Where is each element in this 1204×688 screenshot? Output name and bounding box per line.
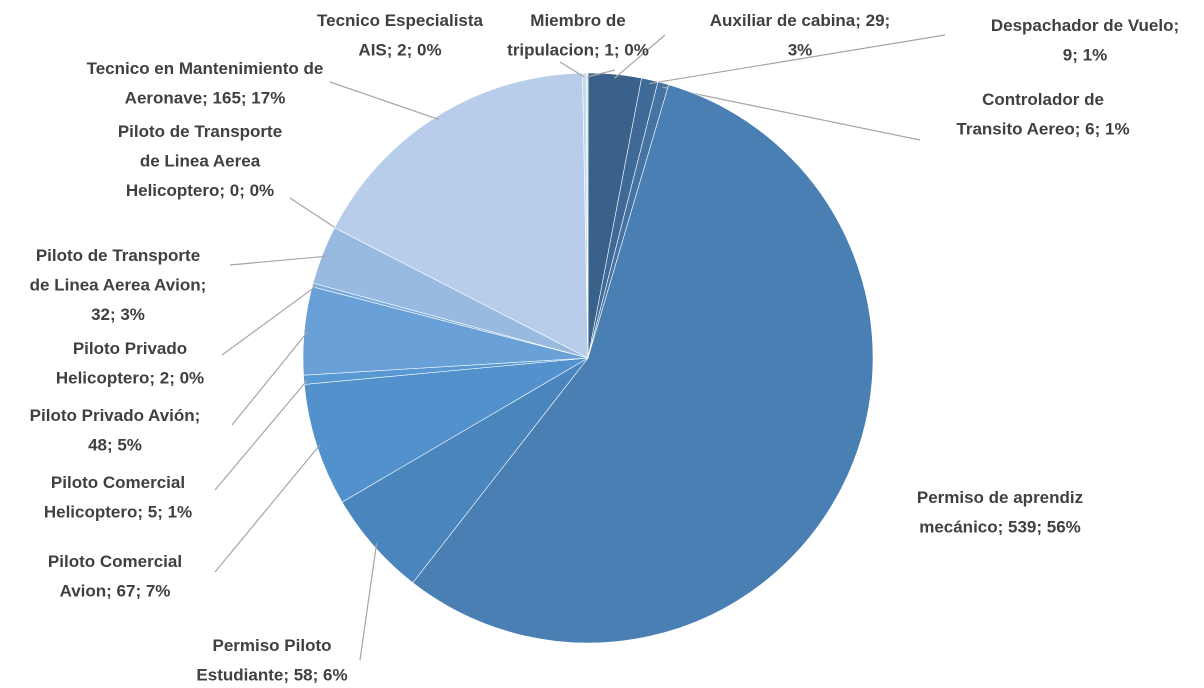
data-label-line: de Linea Aerea Avion;	[30, 276, 207, 295]
pie-slice	[303, 357, 589, 503]
data-label: Permiso Piloto Estudiante; 58; 6%	[196, 636, 347, 685]
pie-slice	[585, 72, 589, 359]
data-label: Piloto de Transporte de Linea Aerea Helico…	[118, 122, 282, 200]
data-label-line: 9; 1%	[1063, 46, 1107, 65]
data-label-line: tripulacion; 1; 0%	[507, 41, 649, 60]
data-label: Piloto Privado Helicoptero; 2; 0%	[56, 339, 204, 388]
data-label-line: Tecnico Especialista	[317, 11, 484, 30]
pie-slice	[334, 72, 589, 359]
data-label-line: AIS; 2; 0%	[358, 41, 441, 60]
data-label: Tecnico en Mantenimiento de Aeronave; 165…	[87, 59, 324, 108]
data-label: Piloto Comercial Avion; 67; 7%	[48, 552, 182, 601]
leader-line	[559, 61, 585, 78]
leader-line	[662, 86, 921, 141]
leader-line	[214, 379, 309, 491]
data-label-line: Piloto de Transporte	[36, 246, 200, 265]
data-label-line: de Linea Aerea	[140, 152, 261, 171]
data-label: Permiso de aprendiz mecánico; 539; 56%	[917, 488, 1083, 537]
data-label-line: Helicoptero; 5; 1%	[44, 503, 192, 522]
data-label-line: Piloto Privado	[73, 339, 187, 358]
leader-line	[221, 285, 317, 356]
data-label-line: Avion; 67; 7%	[60, 582, 171, 601]
data-label: Despachador de Vuelo; 9; 1%	[991, 16, 1179, 65]
data-label-line: 32; 3%	[91, 305, 145, 324]
leader-line	[231, 330, 309, 426]
data-label-line: Permiso Piloto	[212, 636, 331, 655]
data-label-line: Piloto Privado Avión;	[30, 406, 201, 425]
data-label-line: 48; 5%	[88, 436, 142, 455]
data-label-line: Piloto de Transporte	[118, 122, 282, 141]
data-label: Auxiliar de cabina; 29; 3%	[710, 11, 890, 60]
leader-line	[289, 197, 339, 231]
data-label-line: Permiso de aprendiz	[917, 488, 1083, 507]
data-label-line: Piloto Comercial	[51, 473, 185, 492]
data-label-line: Helicoptero; 2; 0%	[56, 369, 204, 388]
data-label-line: Miembro de	[530, 11, 625, 30]
data-label-line: Controlador de	[982, 90, 1104, 109]
data-label-line: Helicoptero; 0; 0%	[126, 181, 274, 200]
data-label: Controlador de Transito Aereo; 6; 1%	[956, 90, 1129, 139]
leader-line	[614, 34, 666, 79]
data-label-line: Auxiliar de cabina; 29;	[710, 11, 890, 30]
leader-line	[214, 443, 321, 573]
leader-line	[586, 69, 616, 78]
leader-line	[329, 81, 440, 121]
data-label-line: Tecnico en Mantenimiento de	[87, 59, 324, 78]
leader-line	[229, 255, 327, 266]
leader-line	[648, 34, 946, 85]
data-label-line: Piloto Comercial	[48, 552, 182, 571]
data-label-line: Aeronave; 165; 17%	[125, 89, 286, 108]
data-label: Piloto de Transporte de Linea Aerea Avion…	[30, 246, 207, 324]
data-label: Tecnico Especialista AIS; 2; 0%	[317, 11, 484, 60]
pie-slice	[412, 84, 874, 644]
data-label: Piloto Comercial Helicoptero; 5; 1%	[44, 473, 192, 522]
leader-line	[359, 543, 378, 661]
data-label-line: Transito Aereo; 6; 1%	[956, 120, 1129, 139]
data-label: Miembro de tripulacion; 1; 0%	[507, 11, 649, 60]
data-label: Piloto Privado Avión; 48; 5%	[30, 406, 201, 455]
data-label-line: Estudiante; 58; 6%	[196, 666, 347, 685]
data-label-line: 3%	[788, 41, 813, 60]
data-label-line: Despachador de Vuelo;	[991, 16, 1179, 35]
data-label-line: mecánico; 539; 56%	[919, 518, 1081, 537]
